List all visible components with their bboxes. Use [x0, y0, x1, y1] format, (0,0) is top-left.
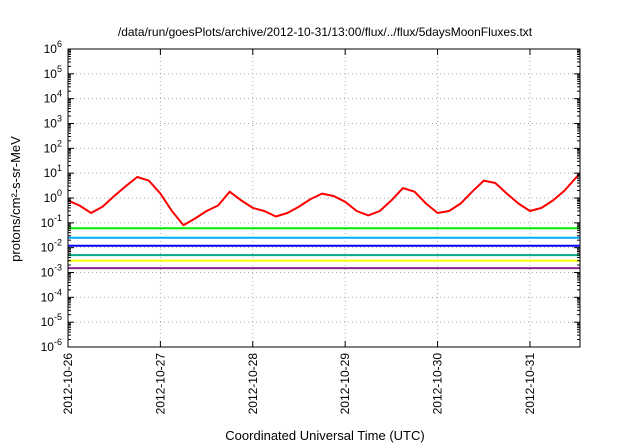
- y-tick-label: 10-2: [41, 238, 62, 255]
- x-axis-label: Coordinated Universal Time (UTC): [225, 428, 424, 443]
- y-tick-label-base: 10: [41, 216, 55, 230]
- y-tick-label-exponent: 4: [57, 89, 62, 99]
- y-tick-label: 10-4: [41, 287, 62, 304]
- y-tick-label: 10-5: [41, 312, 62, 329]
- y-tick-label-base: 10: [41, 315, 55, 329]
- x-tick-label: 2012-10-27: [153, 353, 167, 415]
- y-tick-label: 10-6: [41, 337, 62, 354]
- ticks: [67, 48, 580, 348]
- y-tick-label-base: 10: [44, 42, 58, 56]
- y-tick-labels: 10-610-510-410-310-210-11001011021031041…: [41, 39, 62, 354]
- y-tick-label: 105: [44, 64, 62, 81]
- x-tick-label: 2012-10-30: [431, 353, 445, 415]
- y-tick-label-exponent: -4: [54, 287, 62, 297]
- y-tick-label-exponent: -6: [54, 337, 62, 347]
- y-tick-label: 100: [44, 188, 62, 205]
- y-tick-label: 104: [44, 89, 62, 106]
- y-tick-label-base: 10: [44, 92, 58, 106]
- y-tick-label-exponent: -2: [54, 238, 62, 248]
- x-tick-labels: 2012-10-26 2012-10-27 2012-10-28 2012-10-29…: [61, 353, 537, 415]
- y-tick-label: 102: [44, 138, 62, 155]
- x-tick-label: 2012-10-31: [523, 353, 537, 415]
- y-tick-label-base: 10: [44, 117, 58, 131]
- y-tick-label-exponent: -3: [54, 263, 62, 273]
- y-tick-label-exponent: -5: [54, 312, 62, 322]
- y-tick-label: 103: [44, 114, 62, 131]
- y-tick-label: 101: [44, 163, 62, 180]
- y-tick-label: 106: [44, 39, 62, 56]
- y-tick-label-exponent: 3: [57, 114, 62, 124]
- chart-title: /data/run/goesPlots/archive/2012-10-31/1…: [118, 25, 533, 39]
- y-tick-label-base: 10: [41, 241, 55, 255]
- series-line: [67, 172, 581, 227]
- y-tick-label: 10-3: [41, 263, 62, 280]
- y-tick-label-exponent: 1: [57, 163, 62, 173]
- y-tick-label-base: 10: [44, 191, 58, 205]
- x-tick-label: 2012-10-29: [338, 353, 352, 415]
- x-tick-label: 2012-10-28: [246, 353, 260, 415]
- y-tick-label-exponent: 2: [57, 138, 62, 148]
- y-tick-label-base: 10: [44, 141, 58, 155]
- y-tick-label-base: 10: [41, 290, 55, 304]
- x-tick-label: 2012-10-26: [61, 353, 75, 415]
- y-axis-label: protons/cm²-s-sr-MeV: [8, 136, 23, 262]
- y-tick-label-base: 10: [44, 67, 58, 81]
- y-tick-label-base: 10: [44, 166, 58, 180]
- y-tick-label-exponent: 5: [57, 64, 62, 74]
- grid: [68, 49, 580, 347]
- y-tick-label-base: 10: [41, 266, 55, 280]
- y-tick-label-exponent: 6: [57, 39, 62, 49]
- y-tick-label-base: 10: [41, 340, 55, 354]
- y-tick-label-exponent: -1: [54, 213, 62, 223]
- y-tick-label: 10-1: [41, 213, 62, 230]
- y-tick-label-exponent: 0: [57, 188, 62, 198]
- series-layer: [67, 172, 581, 270]
